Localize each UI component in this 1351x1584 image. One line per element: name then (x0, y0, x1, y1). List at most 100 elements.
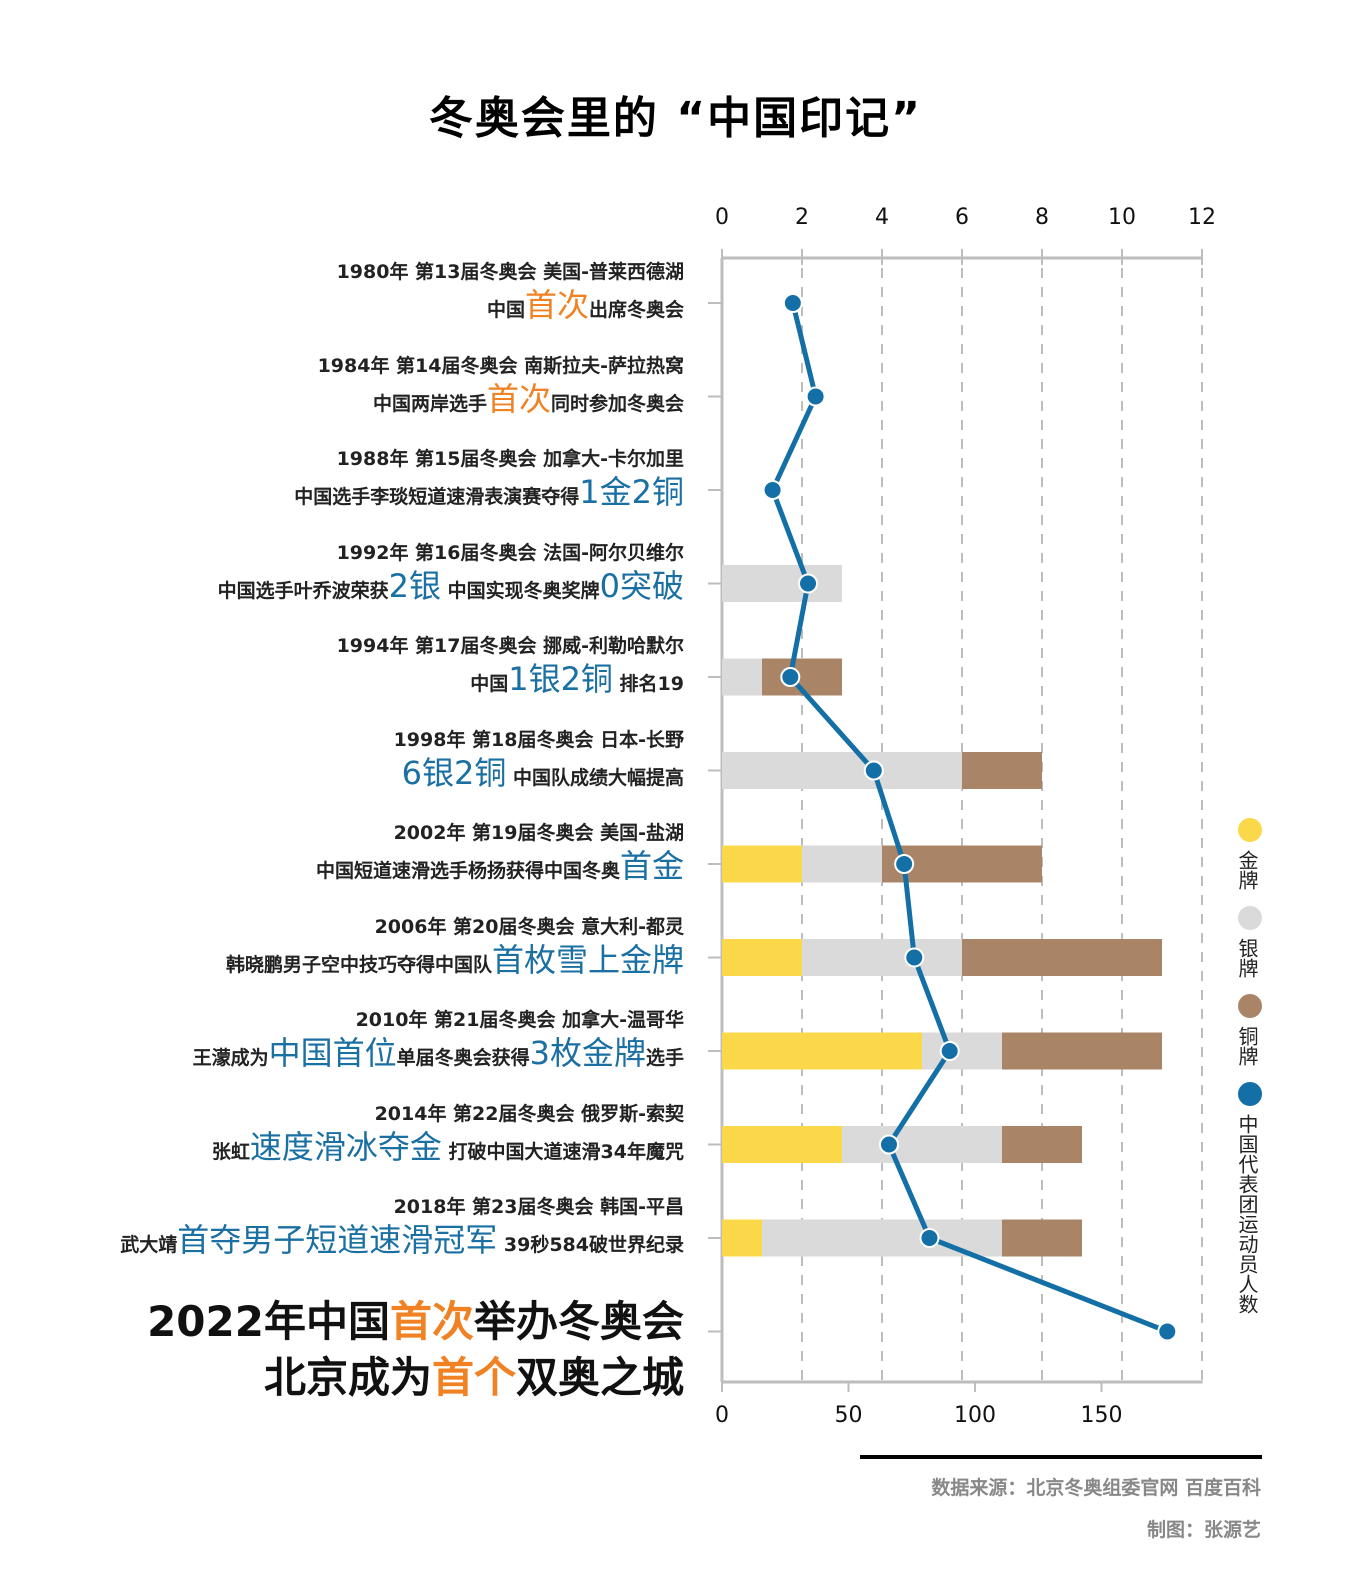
bar-silver-2010 (922, 1032, 1002, 1070)
bottom-axis-tick-label: 0 (715, 1403, 729, 1428)
label-text: 中国 (486, 299, 525, 321)
event-description: 王濛成为中国首位单届冬奥会获得3枚金牌选手 (193, 1033, 684, 1078)
bottom-axis-tick-label: 50 (835, 1403, 863, 1428)
event-labels: 1980年 第13届冬奥会 美国-普莱西德湖 中国首次出席冬奥会 1984年 第14… (120, 261, 684, 1406)
event-label-2018: 2018年 第23届冬奥会 韩国-平昌 武大靖首夺男子短道速滑冠军 39秒584破… (120, 1194, 684, 1265)
legend-silver-label: 银牌 (1235, 938, 1259, 978)
label-highlight: 3枚金牌 (529, 1034, 646, 1072)
bar-gold-2002 (722, 845, 802, 883)
label-text: 武大靖 (120, 1234, 178, 1256)
label-text: 举办冬奥会 (473, 1297, 684, 1346)
label-text: 王濛成为 (192, 1047, 269, 1069)
event-label-1984: 1984年 第14届冬奥会 南斯拉夫-萨拉热窝 中国两岸选手首次同时参加冬奥会 (318, 353, 684, 424)
event-description: 中国两岸选手首次同时参加冬奥会 (318, 379, 684, 424)
event-label-1994: 1994年 第17届冬奥会 挪威-利勒哈默尔 中国1银2铜 排名19 (337, 633, 684, 704)
label-highlight: 首枚雪上金牌 (491, 940, 684, 979)
label-highlight: 首夺男子短道速滑冠军 (177, 1221, 498, 1259)
event-description: 中国选手叶乔波荣获2银 中国实现冬奥奖牌0突破 (218, 566, 684, 611)
chart-title: 冬奥会里的 “中国印记” (428, 93, 923, 144)
credit: 制图：张源艺 (1146, 1519, 1261, 1541)
bar-bronze-2014 (1002, 1126, 1082, 1163)
top-axis-tick-label: 4 (875, 205, 889, 230)
label-highlight: 6银2铜 (401, 753, 507, 792)
athletes-point-1998 (863, 760, 884, 781)
label-text: 韩晓鹏男子空中技巧夺得中国队 (225, 953, 492, 976)
label-highlight: 首次 (486, 379, 551, 418)
event-description: 中国选手李琰短道速滑表演赛夺得1金2铜 (294, 472, 684, 517)
athletes-point-1994 (780, 667, 801, 687)
event-heading: 1980年 第13届冬奥会 美国-普莱西德湖 (336, 261, 684, 283)
legend-gold-label: 金牌 (1235, 850, 1259, 890)
label-text: 中国两岸选手 (372, 392, 487, 415)
top-axis-tick-label: 12 (1188, 205, 1216, 230)
event-label-2006: 2006年 第20届冬奥会 意大利-都灵 韩晓鹏男子空中技巧夺得中国队首枚雪上金牌 (226, 914, 684, 985)
athletes-point-2022 (1157, 1321, 1178, 1342)
final-line2: 北京成为首个双奥之城 (147, 1350, 684, 1406)
top-axis-tick-label: 10 (1108, 205, 1136, 230)
event-heading: 2006年 第20届冬奥会 意大利-都灵 (374, 915, 684, 938)
event-heading: 1992年 第16届冬奥会 法国-阿尔贝维尔 (336, 541, 684, 564)
event-description: 武大靖首夺男子短道速滑冠军 39秒584破世界纪录 (120, 1220, 684, 1265)
label-highlight: 首个 (431, 1353, 516, 1402)
bar-silver-2014 (842, 1126, 1002, 1163)
bar-gold-2014 (722, 1126, 842, 1163)
athletes-point-2018 (919, 1228, 940, 1248)
label-text: 单届冬奥会获得 (396, 1047, 530, 1069)
label-text: 选手 (645, 1047, 684, 1069)
label-text: 出席冬奥会 (588, 299, 684, 321)
event-label-2010: 2010年 第21届冬奥会 加拿大-温哥华 王濛成为中国首位单届冬奥会获得3枚金牌… (193, 1007, 684, 1078)
label-highlight: 1金2铜 (579, 473, 684, 511)
bar-silver-2006 (802, 939, 962, 976)
event-heading: 2014年 第22届冬奥会 俄罗斯-索契 (374, 1102, 684, 1125)
label-text: 打破中国大道速滑34年魔咒 (441, 1140, 684, 1163)
top-axis-tick-label: 8 (1035, 205, 1049, 230)
athletes-point-2002 (894, 854, 915, 874)
event-heading: 2002年 第19届冬奥会 美国-盐湖 (393, 822, 684, 844)
athletes-point-1988 (762, 480, 783, 500)
legend: 金牌 银牌 铜牌 中国代表团运动员人数 (1235, 818, 1264, 1330)
label-text: 中国实现冬奥奖牌 (441, 579, 600, 602)
event-heading: 1988年 第15届冬奥会 加拿大-卡尔加里 (336, 448, 684, 470)
bar-bronze-1998 (962, 752, 1042, 789)
event-description: 张虹速度滑冰夺金 打破中国大道速滑34年魔咒 (212, 1127, 684, 1172)
bar-bronze-2006 (962, 939, 1162, 976)
bar-gold-2006 (722, 939, 802, 976)
bar-bronze-2018 (1002, 1219, 1082, 1257)
event-description: 韩晓鹏男子空中技巧夺得中国队首枚雪上金牌 (226, 940, 684, 985)
athletes-line (770, 302, 1169, 1334)
bar-bronze-2010 (1002, 1032, 1162, 1070)
event-heading: 1994年 第17届冬奥会 挪威-利勒哈默尔 (336, 635, 684, 657)
legend-bronze-label: 铜牌 (1235, 1026, 1259, 1066)
event-description: 中国短道速滑选手杨扬获得中国冬奥首金 (316, 846, 684, 891)
top-axis-tick-label: 2 (795, 205, 809, 230)
label-text: 39秒584破世界纪录 (497, 1234, 684, 1256)
legend-athletes-label: 中国代表团运动员人数 (1235, 1114, 1259, 1314)
legend-athletes-swatch (1238, 1082, 1262, 1106)
label-text: 中国 (470, 673, 509, 695)
event-label-1998: 1998年 第18届冬奥会 日本-长野 6银2铜 中国队成绩大幅提高 (394, 727, 684, 798)
event-heading: 2010年 第21届冬奥会 加拿大-温哥华 (355, 1009, 684, 1031)
athletes-point-2014 (878, 1134, 899, 1155)
label-highlight: 0突破 (599, 566, 684, 605)
event-description: 中国首次出席冬奥会 (337, 285, 684, 330)
bar-silver-1998 (722, 752, 962, 789)
athletes-point-1980 (782, 293, 803, 313)
label-text: 同时参加冬奥会 (550, 392, 684, 415)
label-highlight: 首次 (524, 286, 589, 324)
label-text: 排名19 (612, 673, 684, 695)
event-heading: 2018年 第23届冬奥会 韩国-平昌 (393, 1196, 684, 1218)
bar-gold-2010 (722, 1032, 922, 1070)
top-axis-tick-label: 6 (955, 205, 969, 230)
label-text: 双奥之城 (515, 1353, 684, 1402)
label-text: 2022年中国 (147, 1297, 390, 1346)
event-label-1988: 1988年 第15届冬奥会 加拿大-卡尔加里 中国选手李琰短道速滑表演赛夺得1金2… (294, 446, 684, 517)
bar-silver-1994 (722, 658, 762, 696)
athletes-point-2006 (904, 947, 925, 968)
label-highlight: 首金 (619, 847, 684, 885)
event-heading: 1998年 第18届冬奥会 日本-长野 (393, 728, 684, 751)
label-text: 张虹 (211, 1140, 250, 1163)
label-text: 中国短道速滑选手杨扬获得中国冬奥 (315, 860, 620, 882)
data-source: 数据来源：北京冬奥组委官网 百度百科 (931, 1477, 1261, 1499)
label-text: 中国队成绩大幅提高 (506, 766, 684, 789)
